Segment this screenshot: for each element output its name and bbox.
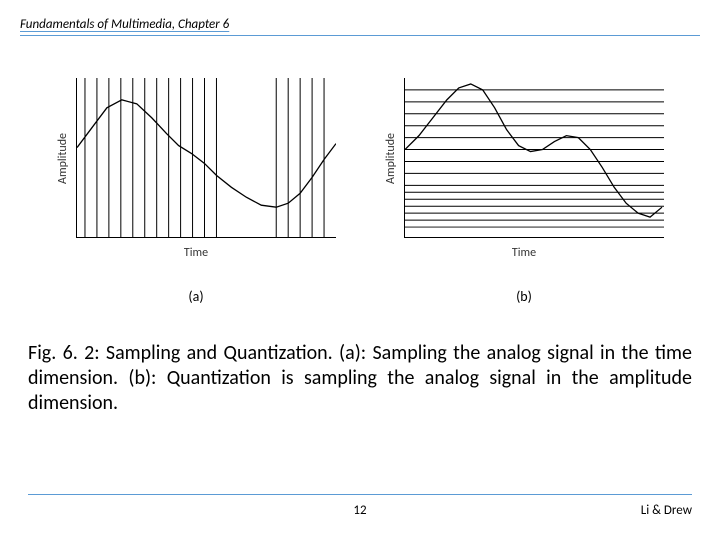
chart-a-svg: [77, 78, 336, 237]
chart-a-xlabel: Time: [184, 246, 208, 260]
chart-a-body: Amplitude: [56, 78, 336, 238]
signal-curve: [77, 100, 336, 207]
chart-a-wrap: Amplitude Time (a): [56, 78, 336, 305]
footer-rule: [28, 494, 692, 495]
chart-b-body: Amplitude: [384, 78, 664, 238]
chart-b-svg: [405, 78, 664, 237]
chart-b-xlabel: Time: [512, 246, 536, 260]
chart-b-wrap: Amplitude Time (b): [384, 78, 664, 305]
slide-footer: 12 Li & Drew: [0, 494, 720, 518]
signal-curve: [405, 84, 662, 217]
header-title: Fundamentals of Multimedia, Chapter 6: [20, 17, 229, 32]
slide-header: Fundamentals of Multimedia, Chapter 6: [0, 0, 720, 42]
header-rule: [20, 35, 700, 36]
page-number: 12: [353, 503, 366, 518]
figure-caption: Fig. 6. 2: Sampling and Quantization. (a…: [0, 341, 720, 416]
charts-row: Amplitude Time (a) Amplitude Time (b): [0, 78, 720, 305]
chart-b-ylabel: Amplitude: [384, 133, 398, 184]
footer-authors: Li & Drew: [641, 503, 692, 518]
chart-a-ylabel: Amplitude: [56, 133, 70, 184]
chart-b-plot: [404, 78, 664, 238]
footer-row: 12 Li & Drew: [28, 503, 692, 518]
chart-a-plot: [76, 78, 336, 238]
chart-b-sublabel: (b): [516, 288, 532, 305]
chart-a-sublabel: (a): [188, 288, 203, 305]
